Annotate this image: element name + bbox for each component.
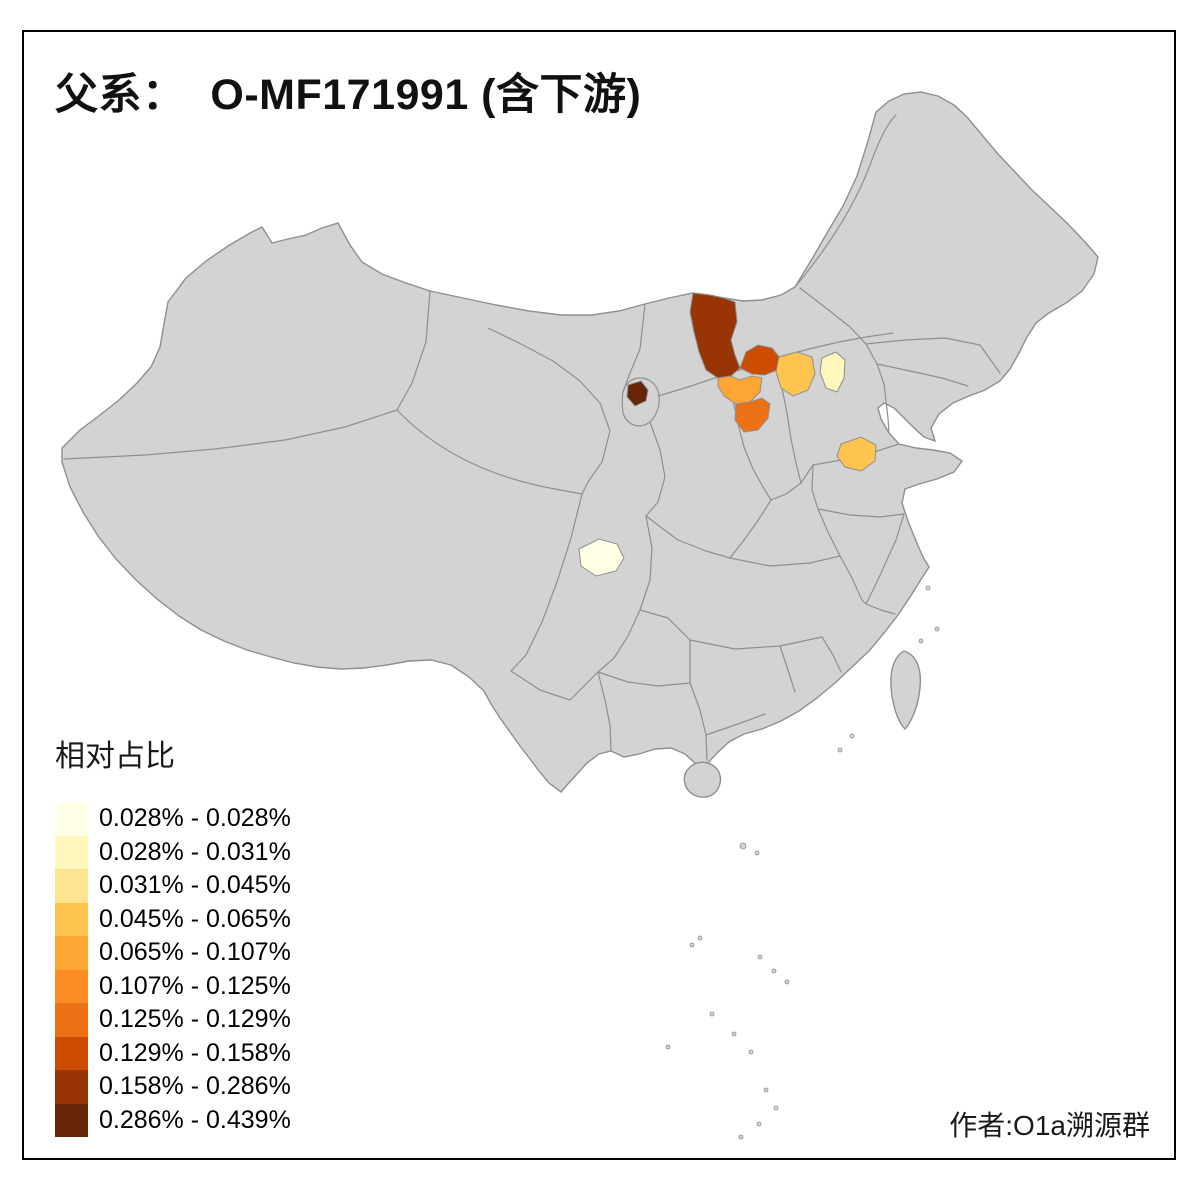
region-shaanxi-north [717, 375, 763, 405]
legend: 相对占比 0.028% - 0.028% 0.028% - 0.031% 0.0… [55, 740, 291, 1137]
region-ningxia-north [626, 380, 649, 407]
legend-swatch [55, 1103, 88, 1137]
legend-label: 0.045% - 0.065% [99, 904, 291, 933]
legend-swatch [55, 1003, 88, 1037]
landmass [61, 91, 1099, 798]
legend-row: 0.125% - 0.129% [55, 1003, 291, 1037]
legend-row: 0.129% - 0.158% [55, 1036, 291, 1070]
legend-label: 0.158% - 0.286% [99, 1072, 291, 1101]
south-china-sea-islands [665, 585, 940, 1140]
legend-swatch [55, 902, 88, 936]
legend-title: 相对占比 [55, 740, 175, 773]
legend-row: 0.028% - 0.031% [55, 835, 291, 869]
legend-label: 0.125% - 0.129% [99, 1005, 291, 1034]
province-borders [63, 114, 1001, 761]
legend-swatch [55, 969, 88, 1003]
region-beijing-tianjin [819, 351, 846, 393]
legend-row: 0.158% - 0.286% [55, 1070, 291, 1104]
legend-label: 0.028% - 0.031% [99, 837, 291, 866]
china-mainland-shape [61, 91, 1099, 793]
legend-label: 0.028% - 0.028% [99, 804, 291, 833]
region-hebei-northwest [775, 351, 816, 397]
highlighted-regions [578, 292, 877, 577]
map-title: 父系： O-MF171991 (含下游) [55, 71, 642, 119]
legend-row: 0.107% - 0.125% [55, 969, 291, 1003]
legend-label: 0.065% - 0.107% [99, 938, 291, 967]
taiwan-island [890, 650, 922, 731]
legend-label: 0.107% - 0.125% [99, 971, 291, 1000]
region-sichuan-chengdu [578, 538, 625, 577]
legend-swatch [55, 835, 88, 869]
legend-swatch [55, 936, 88, 970]
legend-swatch [55, 1036, 88, 1070]
legend-label: 0.031% - 0.045% [99, 871, 291, 900]
legend-swatch [55, 1070, 88, 1104]
region-shandong-west [836, 436, 877, 472]
legend-rows: 0.028% - 0.028% 0.028% - 0.031% 0.031% -… [55, 802, 291, 1137]
legend-row: 0.031% - 0.045% [55, 869, 291, 903]
legend-label: 0.129% - 0.158% [99, 1038, 291, 1067]
legend-row: 0.028% - 0.028% [55, 802, 291, 836]
legend-row: 0.286% - 0.439% [55, 1103, 291, 1137]
region-shanxi-central [734, 397, 771, 433]
legend-swatch [55, 802, 88, 836]
hainan-island [683, 761, 722, 798]
legend-swatch [55, 869, 88, 903]
legend-row: 0.045% - 0.065% [55, 902, 291, 936]
legend-label: 0.286% - 0.439% [99, 1105, 291, 1134]
author-credit: 作者:O1a溯源群 [949, 1110, 1150, 1141]
legend-row: 0.065% - 0.107% [55, 936, 291, 970]
